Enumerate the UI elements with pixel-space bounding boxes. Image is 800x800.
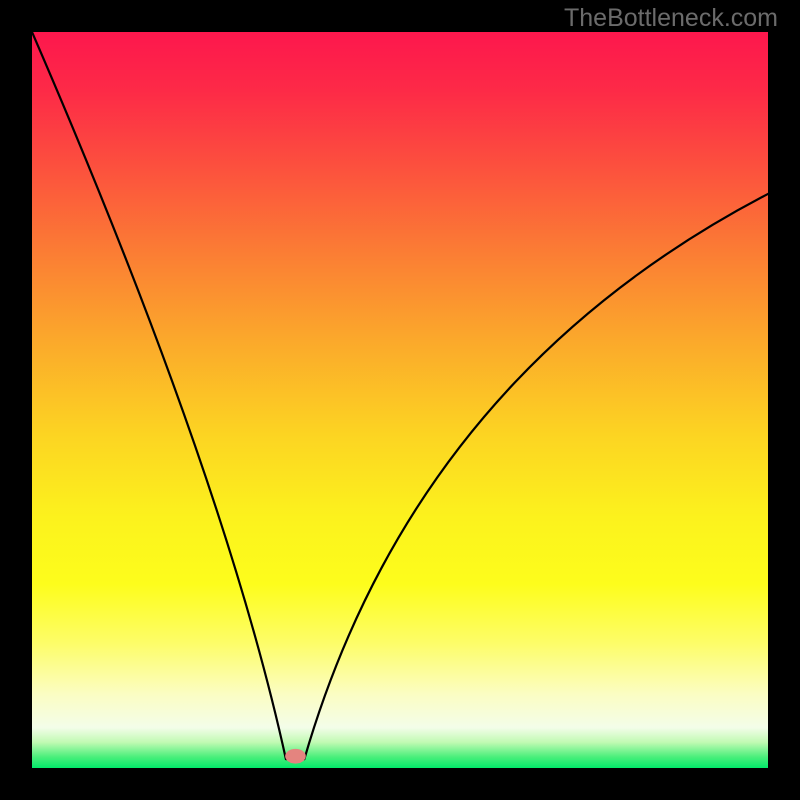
optimum-marker <box>285 749 306 764</box>
watermark-text: TheBottleneck.com <box>564 4 778 33</box>
bottleneck-curve <box>32 32 768 768</box>
chart-canvas: TheBottleneck.com <box>0 0 800 800</box>
plot-area <box>32 32 768 768</box>
